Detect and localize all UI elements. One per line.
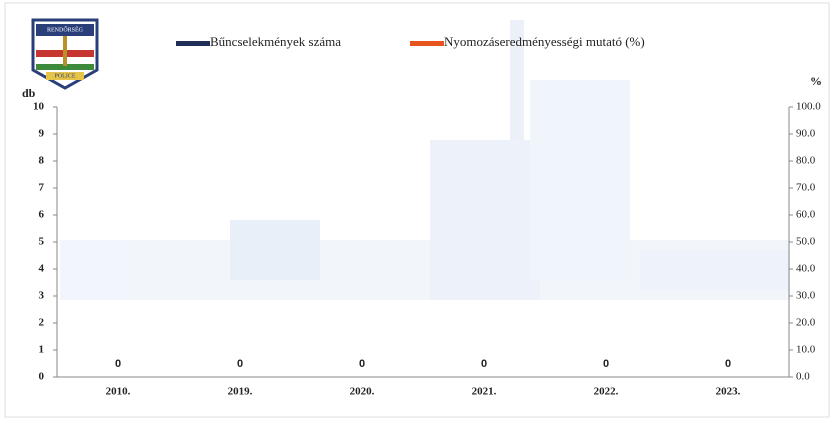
x-tick-label: 2022.: [594, 386, 619, 398]
y-tick-label: 5: [39, 236, 45, 248]
y-tick-label: 4: [39, 263, 45, 275]
y2-axis-label: %: [810, 74, 822, 88]
x-tick-label: 2021.: [472, 386, 497, 398]
y2-tick-label: 70.0: [796, 182, 816, 194]
x-tick-label: 2023.: [716, 386, 741, 398]
y-axis-label: db: [22, 86, 36, 100]
page: RENDŐRSÉG POLICE db % 0123456789100.010.…: [0, 0, 834, 423]
y-tick-label: 2: [39, 317, 45, 329]
logo-bottom-text: POLICE: [55, 73, 76, 79]
y-tick-label: 10: [33, 101, 45, 113]
data-label: 0: [359, 358, 365, 370]
data-label: 0: [237, 358, 243, 370]
x-tick-label: 2020.: [350, 386, 375, 398]
y-tick-label: 0: [39, 371, 45, 383]
logo-top-text: RENDŐRSÉG: [47, 25, 84, 33]
y2-tick-label: 100.0: [796, 101, 821, 113]
legend-swatch: [176, 41, 210, 46]
data-label: 0: [725, 358, 731, 370]
y2-tick-label: 10.0: [796, 344, 816, 356]
y-tick-label: 1: [39, 344, 45, 356]
y-tick-label: 7: [39, 182, 45, 194]
x-tick-label: 2010.: [106, 386, 131, 398]
y-tick-label: 3: [39, 290, 45, 302]
data-label: 0: [603, 358, 609, 370]
y2-tick-label: 20.0: [796, 317, 816, 329]
y2-tick-label: 80.0: [796, 155, 816, 167]
legend-swatch: [410, 41, 444, 46]
frame: [5, 3, 829, 417]
y-tick-label: 9: [39, 128, 45, 140]
data-label: 0: [481, 358, 487, 370]
data-label: 0: [115, 358, 121, 370]
y2-tick-label: 40.0: [796, 263, 816, 275]
legend-label: Bűncselekmények száma: [210, 34, 341, 49]
y2-tick-label: 30.0: [796, 290, 816, 302]
y-tick-label: 8: [39, 155, 45, 167]
y2-tick-label: 90.0: [796, 128, 816, 140]
chart: RENDŐRSÉG POLICE db % 0123456789100.010.…: [0, 0, 834, 423]
y2-tick-label: 60.0: [796, 209, 816, 221]
y2-tick-label: 0.0: [796, 371, 810, 383]
x-tick-label: 2019.: [228, 386, 253, 398]
y2-tick-label: 50.0: [796, 236, 816, 248]
y-tick-label: 6: [39, 209, 45, 221]
legend-label: Nyomozáseredményességi mutató (%): [444, 34, 645, 49]
